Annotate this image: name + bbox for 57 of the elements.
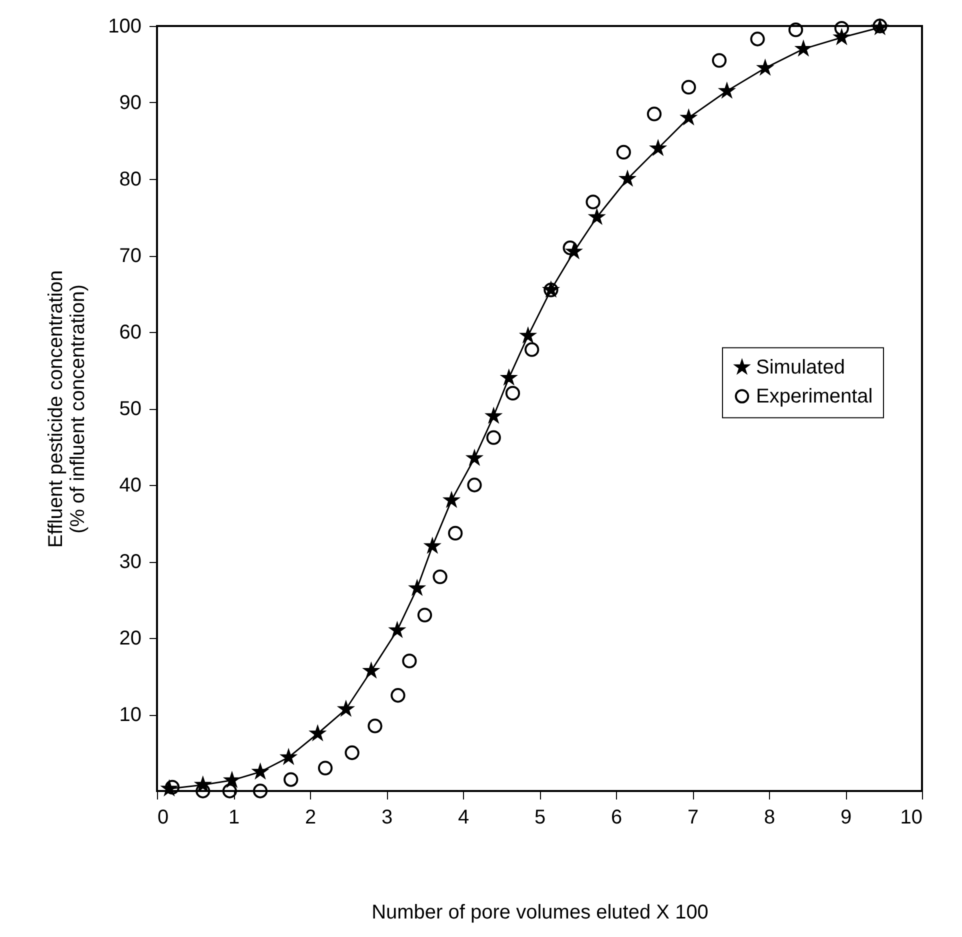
point [834, 20, 849, 36]
y-tick-label: 10 [119, 704, 142, 726]
y-tick-label: 70 [119, 245, 142, 267]
point [368, 718, 382, 734]
point [681, 80, 696, 95]
y-tick-label: 50 [119, 398, 142, 420]
point [402, 654, 417, 668]
y-tick-label: 60 [119, 322, 142, 344]
x-tick-label: 6 [610, 806, 622, 828]
point [486, 430, 501, 445]
point [390, 688, 406, 703]
x-tick-label: 5 [534, 806, 546, 828]
point [425, 538, 440, 552]
x-tick-label: 8 [764, 806, 776, 828]
legend-label: Simulated [756, 356, 845, 378]
x-tick-label: 7 [687, 806, 699, 828]
point [590, 210, 604, 224]
x-tick-label: 9 [840, 806, 852, 828]
point [310, 726, 325, 740]
x-tick-label: 2 [304, 806, 316, 828]
legend-label: Experimental [756, 385, 873, 408]
point [788, 22, 804, 38]
point [448, 526, 463, 541]
point [586, 194, 600, 210]
y-tick-label: 20 [119, 628, 142, 650]
point [318, 760, 333, 776]
point [616, 144, 631, 160]
x-tick-label: 1 [228, 806, 240, 828]
y-axis-title: Effluent pesticide concentration (% of influent concentration) [45, 270, 90, 548]
y-tick-label: 80 [119, 168, 142, 190]
x-tick-label: 3 [381, 806, 393, 828]
point [432, 569, 448, 584]
point [284, 772, 298, 787]
y-tick-label: 100 [108, 16, 142, 38]
x-axis-title: Number of pore volumes eluted X 100 [372, 902, 708, 924]
point [524, 342, 540, 357]
x-tick-label: 0 [158, 806, 169, 828]
point [164, 780, 180, 794]
point [252, 784, 268, 798]
x-tick-label: 10 [900, 806, 922, 828]
y-tick-label: 30 [119, 551, 142, 573]
y-tick-label: 40 [119, 474, 142, 496]
point [682, 110, 696, 124]
point [467, 478, 482, 492]
point [646, 106, 662, 122]
point [505, 386, 520, 401]
point [222, 784, 237, 798]
point [750, 32, 765, 46]
point [758, 60, 772, 74]
point [417, 608, 432, 622]
point [410, 580, 424, 594]
y-tick-label: 90 [119, 92, 142, 114]
point [562, 240, 578, 256]
point [712, 53, 727, 68]
point [344, 745, 360, 760]
x-tick-label: 4 [458, 806, 470, 828]
point [486, 408, 501, 422]
